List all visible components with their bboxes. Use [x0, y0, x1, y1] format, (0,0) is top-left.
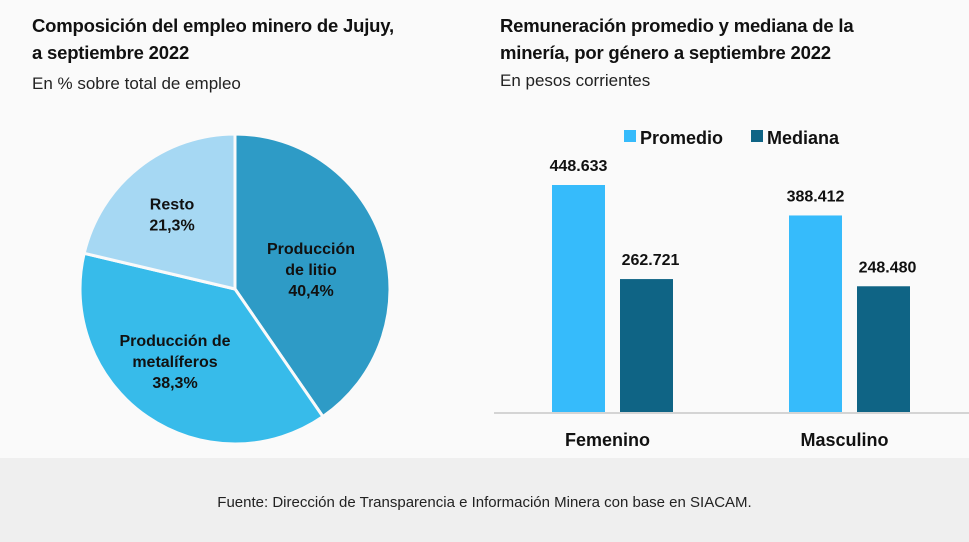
bar-value-label: 248.480: [859, 259, 917, 276]
pie-slice-label: Producción de: [119, 333, 230, 350]
pie-slice: [82, 132, 237, 291]
pie-slice-value-label: 38,3%: [152, 375, 197, 392]
pie-slice-value-label: 21,3%: [149, 218, 194, 235]
pie-chart-title: Composición del empleo minero de Jujuy, a…: [32, 15, 394, 63]
bar-value-label: 388.412: [787, 188, 845, 205]
pie-slice-label: Resto: [150, 197, 195, 214]
charts-canvas: Producción de litio 40,4% Producción de meta…: [78, 128, 969, 450]
bar: [620, 279, 673, 412]
bar-chart-subtitle: En pesos corrientes: [500, 71, 651, 90]
legend-label: Promedio: [640, 128, 723, 148]
pie-slice-label: de litio: [285, 262, 337, 279]
legend-label: Mediana: [767, 128, 840, 148]
pie-slice-value-label: 40,4%: [288, 283, 333, 300]
bar-value-label: 448.633: [550, 158, 608, 175]
pie-slice: [78, 251, 325, 446]
pie-slice-label: metalíferos: [132, 354, 217, 371]
x-tick-label: Masculino: [800, 430, 888, 450]
pie-chart-subtitle: En % sobre total de empleo: [32, 74, 241, 93]
x-tick-label: Femenino: [565, 430, 650, 450]
bar-chart-title: Remuneración promedio y mediana de la min…: [500, 15, 854, 63]
bar: [789, 215, 842, 412]
legend-swatch: [751, 130, 763, 142]
bar: [857, 286, 910, 412]
pie-slice: [233, 132, 392, 419]
bar-value-label: 262.721: [622, 252, 680, 269]
legend-swatch: [624, 130, 636, 142]
bar: [552, 185, 605, 412]
source-note: Fuente: Dirección de Transparencia e Inf…: [217, 494, 752, 511]
pie-slice-label: Producción: [267, 241, 355, 258]
footer: Fuente: Dirección de Transparencia e Inf…: [0, 458, 969, 542]
